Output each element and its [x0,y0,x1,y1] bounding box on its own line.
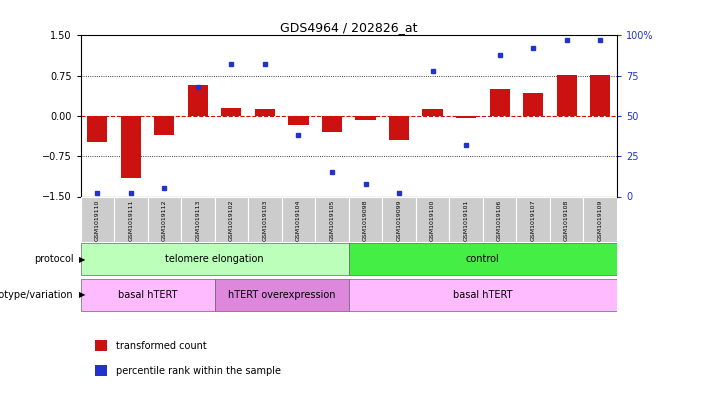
Bar [590,75,610,116]
Text: basal hTERT: basal hTERT [118,290,177,300]
Text: control: control [466,254,500,264]
Text: GSM1019113: GSM1019113 [196,200,200,241]
Bar [181,196,215,242]
Bar [188,85,208,116]
Title: GDS4964 / 202826_at: GDS4964 / 202826_at [280,21,418,34]
Bar [215,279,349,310]
Text: GSM1019098: GSM1019098 [363,200,368,241]
Bar [255,110,275,116]
Text: percentile rank within the sample: percentile rank within the sample [116,365,280,376]
Text: basal hTERT: basal hTERT [453,290,512,300]
Bar [389,116,409,140]
Bar [349,279,617,310]
Bar [416,196,449,242]
Text: GSM1019099: GSM1019099 [397,200,402,241]
Text: GSM1019109: GSM1019109 [598,200,603,241]
Bar [154,116,175,135]
Text: GSM1019112: GSM1019112 [162,200,167,241]
Bar [483,196,517,242]
Text: GSM1019111: GSM1019111 [128,200,133,241]
Text: GSM1019105: GSM1019105 [329,200,334,241]
Bar [148,196,181,242]
Bar [382,196,416,242]
Bar [449,196,483,242]
Bar [81,279,215,310]
Bar [215,196,248,242]
Bar [81,243,349,275]
Bar [88,116,107,142]
Text: transformed count: transformed count [116,340,206,351]
Bar [557,75,577,116]
Text: GSM1019101: GSM1019101 [463,200,468,241]
Bar [489,89,510,116]
Text: GSM1019106: GSM1019106 [497,200,502,241]
Bar [315,196,349,242]
Bar [349,196,382,242]
Text: telomere elongation: telomere elongation [165,254,264,264]
Text: protocol: protocol [34,254,74,264]
Bar [322,116,342,132]
Bar [282,196,315,242]
Text: ▶: ▶ [79,290,85,299]
Text: ▶: ▶ [79,255,85,264]
Text: GSM1019103: GSM1019103 [262,200,268,241]
Bar [349,243,617,275]
Bar [517,196,550,242]
Bar [114,196,148,242]
Text: GSM1019108: GSM1019108 [564,200,569,241]
Bar [456,116,476,118]
Bar [423,110,442,116]
Text: GSM1019100: GSM1019100 [430,200,435,241]
Bar [523,94,543,116]
Text: GSM1019110: GSM1019110 [95,200,100,241]
Bar [583,196,617,242]
Text: hTERT overexpression: hTERT overexpression [228,290,336,300]
Bar [121,116,141,178]
Text: genotype/variation: genotype/variation [0,290,74,300]
Text: GSM1019102: GSM1019102 [229,200,234,241]
Bar [288,116,308,125]
Text: GSM1019107: GSM1019107 [531,200,536,241]
Text: GSM1019104: GSM1019104 [296,200,301,241]
Bar [222,108,241,116]
Bar [355,116,376,120]
Bar [81,196,114,242]
Bar [248,196,282,242]
Bar [550,196,583,242]
